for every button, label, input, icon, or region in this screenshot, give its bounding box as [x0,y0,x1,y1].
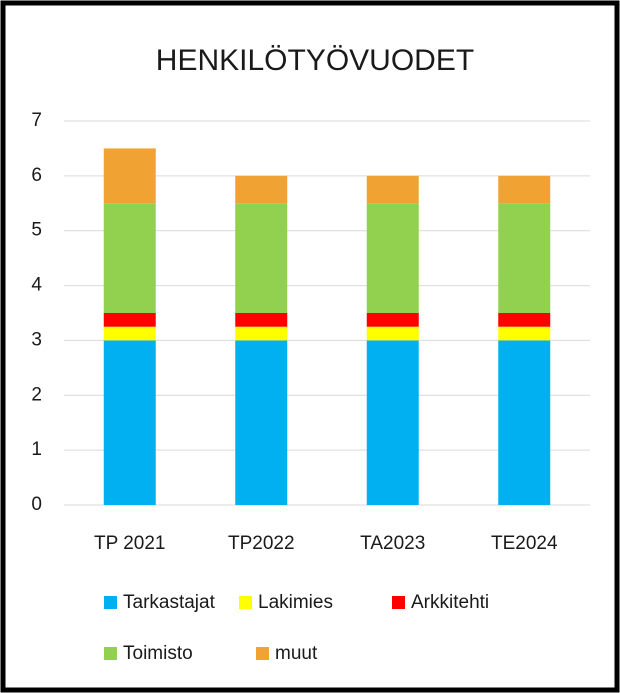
legend-swatch [256,647,269,660]
y-tick-label: 1 [31,439,42,460]
legend-label: Arkkitehti [411,592,489,613]
bar-segment [366,340,419,505]
legend-label: muut [275,643,318,664]
bar-segment [498,340,551,505]
bar-segment [366,326,419,341]
bar-segment [366,313,419,327]
y-tick-label: 7 [31,110,42,131]
legend-swatch [104,596,117,609]
bar-segment [366,175,419,204]
legend-swatch [104,647,117,660]
legend-swatch [392,596,405,609]
legend-label: Tarkastajat [123,592,216,613]
bar-segment [366,203,419,313]
bar-segment [235,203,288,313]
x-tick-label: TP2022 [228,533,295,554]
y-tick-label: 6 [31,165,42,186]
y-tick-label: 2 [31,384,42,405]
bar-segment [235,175,288,204]
bar-segment [103,203,156,313]
bar-segment [235,313,288,327]
y-tick-label: 4 [31,275,42,296]
bar-segment [498,313,551,327]
y-tick-label: 5 [31,220,42,241]
bar-segment [103,340,156,505]
y-tick-label: 3 [31,329,42,350]
legend-label: Lakimies [258,592,333,613]
bar-segment [103,313,156,327]
bar-segment [235,340,288,505]
x-tick-label: TP 2021 [94,533,165,554]
bar-segment [498,326,551,341]
bar-segment [498,175,551,204]
bar-segment [235,326,288,341]
chart-title: HENKILÖTYÖVUODET [156,44,474,77]
y-tick-label: 0 [31,494,42,515]
legend-swatch [239,596,252,609]
bar-segment [103,148,156,204]
bar-segment [498,203,551,313]
x-tick-label: TA2023 [360,533,425,554]
bar-segment [103,326,156,341]
legend-label: Toimisto [123,643,193,664]
x-tick-label: TE2024 [491,533,558,554]
